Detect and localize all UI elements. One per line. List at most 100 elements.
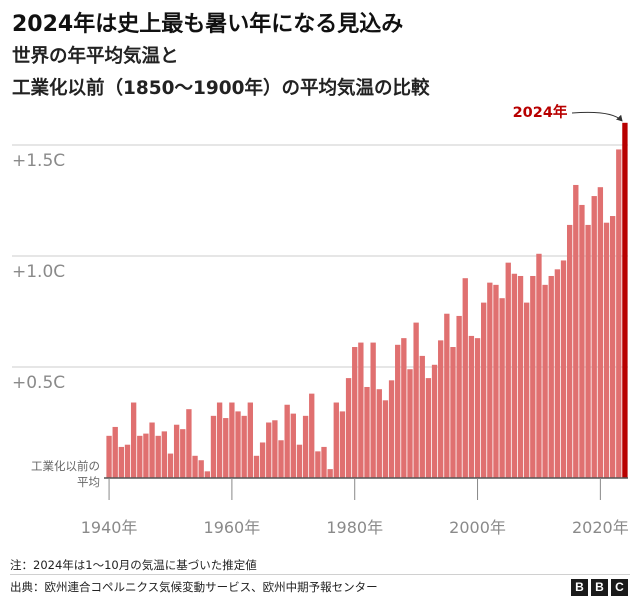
bar xyxy=(253,455,260,478)
bbc-logo: B B C xyxy=(571,579,628,596)
baseline-label-line: 工業化以前の xyxy=(31,459,100,473)
bar xyxy=(198,460,204,478)
bar xyxy=(609,216,616,479)
bar xyxy=(345,378,352,478)
bar xyxy=(358,342,364,478)
bar xyxy=(229,402,235,478)
bar xyxy=(216,402,223,478)
bar xyxy=(204,471,210,478)
bar xyxy=(364,386,370,478)
bar xyxy=(235,411,241,478)
bar xyxy=(524,302,530,478)
bar xyxy=(284,404,290,478)
source-credit: 出典：欧州連合コペルニクス気候変動サービス、欧州中期予報センター xyxy=(10,580,378,594)
bar xyxy=(456,315,462,478)
bar xyxy=(554,269,561,478)
bar xyxy=(542,284,548,478)
baseline-label-line: 平均 xyxy=(77,475,100,489)
bar xyxy=(161,431,168,478)
highlight-year-label: 2024年 xyxy=(513,103,568,121)
bar xyxy=(511,273,518,478)
bar xyxy=(241,415,247,478)
bar xyxy=(327,469,333,478)
footnote: 注：2024年は1〜10月の気温に基づいた推定値 xyxy=(10,558,257,572)
bar-highlight xyxy=(622,122,628,479)
bar xyxy=(180,429,186,478)
bar xyxy=(560,260,567,478)
bar xyxy=(137,435,143,478)
bar xyxy=(259,442,266,478)
bar xyxy=(616,149,622,478)
bar xyxy=(339,411,346,478)
bar xyxy=(388,380,395,478)
bar xyxy=(591,196,597,478)
bar xyxy=(579,204,585,478)
bar xyxy=(462,278,468,478)
bar xyxy=(130,402,137,478)
bar xyxy=(296,444,303,478)
bar xyxy=(149,422,155,478)
bar xyxy=(278,440,284,478)
bar xyxy=(493,284,499,478)
bar xyxy=(487,282,493,478)
bar xyxy=(167,453,174,478)
bar xyxy=(173,424,180,478)
x-tick-label: 2020年 xyxy=(572,518,629,537)
bar xyxy=(247,402,253,478)
bar xyxy=(266,422,272,478)
bar xyxy=(155,435,161,478)
bar xyxy=(395,344,401,478)
bar xyxy=(321,446,327,478)
bar xyxy=(499,298,505,478)
y-tick-label: +0.5C xyxy=(12,373,65,393)
bar xyxy=(603,222,610,478)
highlight-arrow xyxy=(571,111,623,122)
chart-title: 2024年は史上最も暑い年になる見込み xyxy=(12,12,404,37)
bar xyxy=(106,435,112,478)
bar xyxy=(505,262,511,478)
bar xyxy=(112,426,118,478)
bar xyxy=(450,347,456,478)
bar xyxy=(468,335,475,478)
bar xyxy=(517,275,524,478)
bar xyxy=(118,446,125,478)
bar xyxy=(401,338,407,478)
bar xyxy=(431,364,438,478)
bar xyxy=(143,433,149,478)
bar xyxy=(444,313,450,478)
bar xyxy=(382,400,389,478)
bar xyxy=(302,415,309,478)
bar xyxy=(407,369,413,478)
bbc-logo-letter-b2: B xyxy=(591,579,608,596)
bar xyxy=(192,455,198,478)
x-tick-label: 2000年 xyxy=(449,518,506,537)
bar xyxy=(272,420,278,478)
bar xyxy=(573,184,579,478)
bar xyxy=(474,338,481,478)
bbc-logo-letter-c: C xyxy=(611,579,628,596)
bar xyxy=(419,355,425,478)
bar xyxy=(536,253,542,478)
bar xyxy=(481,302,487,478)
chart-subtitle-line-2: 工業化以前（1850〜1900年）の平均気温の比較 xyxy=(12,78,430,99)
x-tick-label: 1980年 xyxy=(326,518,383,537)
x-tick-label: 1960年 xyxy=(204,518,261,537)
x-tick-label: 1940年 xyxy=(81,518,138,537)
bar xyxy=(425,378,432,478)
bbc-logo-letter-b1: B xyxy=(571,579,588,596)
bar xyxy=(370,342,376,478)
bar xyxy=(413,322,419,478)
bar xyxy=(315,451,321,478)
bar xyxy=(548,275,554,478)
bar xyxy=(124,444,131,478)
bar xyxy=(585,224,591,478)
bar xyxy=(530,275,536,478)
bar xyxy=(376,389,382,478)
bar xyxy=(309,393,315,478)
bar xyxy=(352,347,358,478)
bar xyxy=(223,418,229,478)
footer-divider xyxy=(10,574,630,575)
bar xyxy=(210,415,217,478)
chart-subtitle-line-1: 世界の年平均気温と xyxy=(12,46,179,67)
